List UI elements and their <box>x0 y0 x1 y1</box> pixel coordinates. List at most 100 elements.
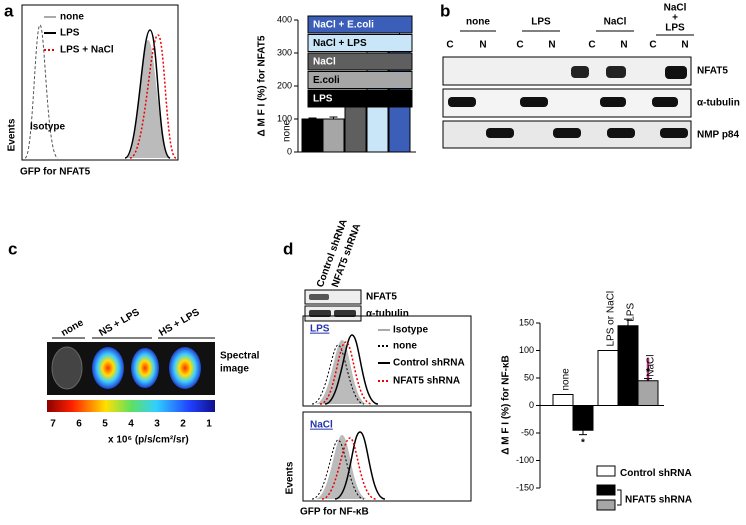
legend-swatch <box>596 465 616 477</box>
bar <box>322 118 345 153</box>
organ <box>51 346 83 390</box>
y-tick-label: 150 <box>519 317 534 327</box>
row-label: NFAT5 <box>697 66 728 77</box>
group-label: LPS <box>665 23 685 34</box>
curve-none <box>311 344 365 405</box>
legend-label: Control shRNA <box>393 358 465 369</box>
legend-label: Isotype <box>393 325 428 336</box>
curve-isotype <box>24 24 59 159</box>
panel-letter: b <box>440 1 450 20</box>
legend-label: LPS <box>60 28 80 39</box>
legend-label: none <box>393 341 417 352</box>
band <box>334 310 356 317</box>
group-label: NaCl <box>604 17 627 28</box>
lane-label: N <box>479 40 486 51</box>
y-axis-label: Δ M F I (%) for NFAT5 <box>257 35 268 136</box>
legend-label: none <box>60 12 84 23</box>
legend-label: NFAT5 shRNA <box>625 495 692 506</box>
band <box>309 310 331 317</box>
group-label: + <box>672 13 678 24</box>
y-tick-label: 200 <box>277 80 292 90</box>
curve-lps <box>124 29 171 159</box>
curve-nfat5 <box>321 437 377 500</box>
group-label: NaCl <box>664 3 687 14</box>
organ <box>169 347 201 389</box>
baseline-label: none <box>282 119 293 142</box>
row-label: α-tubulin <box>697 98 740 109</box>
y-tick-label: -150 <box>516 482 534 492</box>
legend-label: Control shRNA <box>620 468 692 479</box>
legend-bracket <box>617 489 622 506</box>
group-label: LPS <box>531 17 551 28</box>
x-axis-label: GFP for NF-κB <box>300 507 369 518</box>
blot-row <box>304 289 362 305</box>
curve-control <box>324 334 379 405</box>
legend-label: NFAT5 shRNA <box>393 376 460 387</box>
curve-lps-nacl <box>129 34 177 159</box>
histogram-a: none LPS LPS + NaCl Isotype Events GFP f… <box>7 4 179 178</box>
organ <box>131 348 159 388</box>
bar <box>637 380 659 406</box>
blot-row <box>304 305 362 322</box>
row-label: NMP p84 <box>697 130 739 141</box>
organ <box>92 347 124 389</box>
category-label: NaCl <box>646 355 657 377</box>
legend-swatch <box>307 15 413 34</box>
y-axis-label: Events <box>285 461 296 494</box>
bands <box>448 66 688 138</box>
y-tick-label: -100 <box>516 455 534 465</box>
curve-none <box>125 40 172 158</box>
y-axis-label: Δ M F I (%) for NF-κB <box>501 355 512 454</box>
lane-label: N <box>681 40 688 51</box>
lane-label: C <box>446 40 453 51</box>
band <box>309 294 329 300</box>
plot-frame <box>302 315 472 407</box>
legend-swatch <box>307 89 413 108</box>
group-label: NS + LPS <box>97 307 142 339</box>
colorbar-unit: x 10⁶ (p/s/cm²/sr) <box>108 435 189 446</box>
y-tick-label: 400 <box>277 14 292 24</box>
legend-label: LPS + NaCl <box>60 45 114 56</box>
y-tick-label: 0 <box>287 146 292 156</box>
legend-swatch <box>307 71 413 89</box>
bar <box>617 325 639 406</box>
curve-none <box>311 439 365 500</box>
lane-label: N <box>548 40 555 51</box>
panel-letter: c <box>8 239 17 258</box>
legend-label: NaCl + E.coli <box>313 20 374 31</box>
colorbar-tick-label: 3 <box>154 419 160 430</box>
legend-swatch <box>596 484 616 496</box>
histogram-label: NaCl <box>310 420 333 431</box>
x-axis-label: GFP for NFAT5 <box>20 167 91 178</box>
curve-isotype <box>315 435 368 499</box>
colorbar-tick-label: 7 <box>50 419 56 430</box>
colorbar-tick-label: 4 <box>128 419 134 430</box>
blot-row <box>442 88 692 118</box>
legend-swatch <box>307 52 413 71</box>
bar <box>301 118 324 153</box>
y-tick-label: 100 <box>519 345 534 355</box>
y-tick-label: 300 <box>277 47 292 57</box>
row-label: NFAT5 <box>366 292 397 303</box>
bar <box>597 350 619 406</box>
curve-nfat5 <box>319 341 373 405</box>
y-tick-label: -50 <box>521 427 534 437</box>
legend-label: E.coli <box>313 75 340 86</box>
legend-label: LPS <box>313 94 333 105</box>
colorbar-tick-label: 2 <box>180 419 186 430</box>
panel-letter: d <box>283 239 293 258</box>
histogram-label: LPS <box>310 324 330 335</box>
row-label: α-tubulin <box>366 309 409 320</box>
colorbar-tick-label: 6 <box>76 419 82 430</box>
isotype-label: Isotype <box>30 122 65 133</box>
y-tick-label: 0 <box>529 400 534 410</box>
plot-frame <box>21 4 179 161</box>
image-label: Spectral <box>220 351 260 362</box>
bar <box>572 405 594 431</box>
plot-frame <box>302 411 472 502</box>
imaging-c: none NS + LPS HS + LPS Spectral image 7 6… <box>47 307 260 446</box>
group-label: none <box>466 17 490 28</box>
bar <box>552 394 574 406</box>
legend-label: NaCl + LPS <box>313 38 367 49</box>
y-axis-label: Events <box>7 118 18 151</box>
